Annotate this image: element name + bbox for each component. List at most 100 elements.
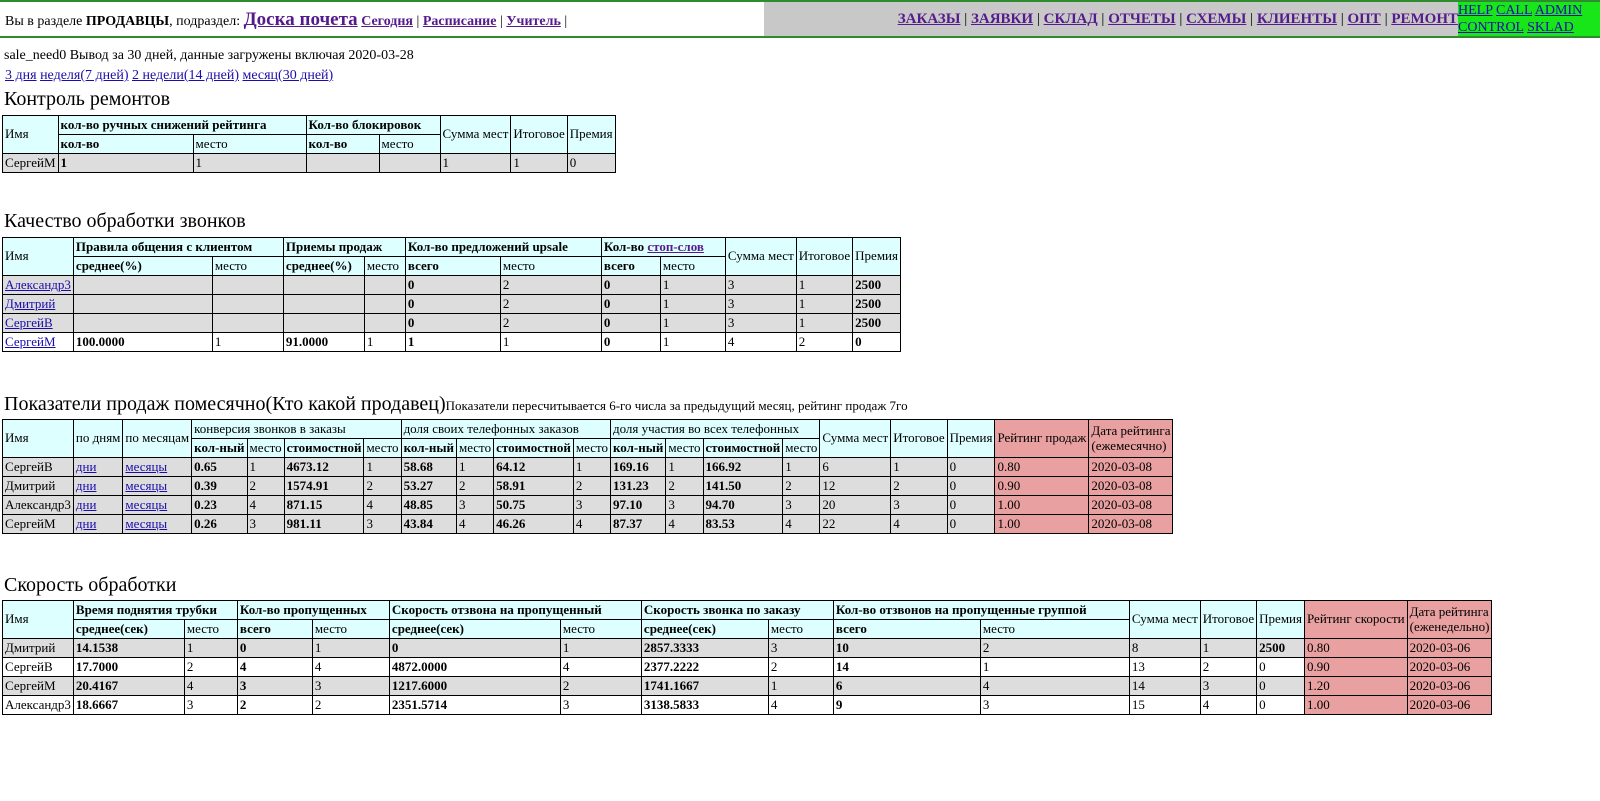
months-link[interactable]: месяцы [125, 496, 168, 512]
col-name: Имя [2, 237, 74, 276]
cell: 2 [183, 657, 238, 677]
cell: 2 [1199, 657, 1258, 677]
col-upsale: Кол-во предложений upsale [404, 237, 602, 257]
nav-repair[interactable]: РЕМОНТ [1391, 11, 1458, 27]
cell: 2 [979, 638, 1130, 658]
speed-table: Имя Время поднятия трубки Кол-во пропуще… [2, 600, 1493, 715]
cell: 2 [499, 313, 602, 333]
cell: 3 [455, 495, 495, 515]
cell-name: СергейВ [2, 313, 74, 333]
col-bonus: Премия [852, 237, 901, 276]
nav-orders[interactable]: ЗАКАЗЫ [897, 11, 961, 27]
col-sum-places: Сумма мест [439, 115, 512, 154]
sales-title-text: Показатели продаж помесячно(Кто какой пр… [4, 393, 446, 415]
cell: 0.26 [191, 514, 248, 534]
cell: 1 [439, 153, 512, 173]
period-week[interactable]: неделя(7 дней) [40, 68, 129, 83]
period-month[interactable]: месяц(30 дней) [242, 68, 334, 83]
cell: 2377.2222 [640, 657, 769, 677]
cell-months: месяцы [122, 457, 193, 477]
col-order-call-speed: Скорость звонка по заказу [640, 600, 834, 620]
cell: 43.84 [400, 514, 457, 534]
col-conversion: конверсия звонков в заказы [191, 419, 402, 439]
cell-name: Дмитрий [2, 638, 74, 658]
col-count: кол-во [57, 134, 194, 154]
cell: 64.12 [493, 457, 574, 477]
months-link[interactable]: месяцы [125, 458, 168, 474]
cell: 3 [782, 495, 821, 515]
months-link[interactable]: месяцы [125, 515, 168, 531]
cell: 3 [767, 638, 834, 658]
cell: 3 [890, 495, 948, 515]
nav-warehouse[interactable]: СКЛАД [1043, 11, 1098, 27]
col-qty: кол-ный [400, 438, 457, 458]
table-row: СергейВ 0 2 0 1 3 1 2500 [2, 313, 901, 333]
cell: 3 [665, 495, 704, 515]
cell [211, 275, 284, 295]
nav-clients[interactable]: КЛИЕНТЫ [1256, 11, 1337, 27]
period-3-days[interactable]: 3 дня [5, 68, 37, 83]
cell: 0 [404, 275, 501, 295]
cell [282, 294, 365, 314]
col-participation: доля участия во всех телефонных [609, 419, 821, 439]
col-missed: Кол-во пропущенных [236, 600, 390, 620]
col-methods: Приемы продаж [282, 237, 406, 257]
col-place: место [363, 256, 406, 276]
cell: 1 [404, 332, 501, 352]
sub-link-teacher[interactable]: Учитель [506, 14, 561, 29]
col-place: место [378, 134, 441, 154]
seller-name-link[interactable]: СергейМ [5, 333, 56, 349]
nav-schemes[interactable]: СХЕМЫ [1186, 11, 1247, 27]
col-cost: стоимостной [283, 438, 365, 458]
days-link[interactable]: дни [75, 496, 97, 512]
sub-link-today[interactable]: Сегодня [361, 14, 414, 29]
nav-call[interactable]: CALL [1495, 3, 1533, 18]
col-place: место [979, 619, 1130, 639]
days-link[interactable]: дни [75, 515, 97, 531]
seller-name-link[interactable]: СергейВ [5, 314, 53, 330]
cell: 4 [183, 676, 238, 696]
cell: 4 [246, 495, 285, 515]
col-bonus: Премия [946, 419, 996, 458]
cell: 2 [311, 695, 390, 715]
nav-help[interactable]: HELP [1458, 3, 1493, 18]
nav-reports[interactable]: ОТЧЕТЫ [1108, 11, 1176, 27]
col-all: всего [832, 619, 981, 639]
cell: 1.00 [1303, 695, 1408, 715]
nav-sklad[interactable]: SKLAD [1527, 20, 1574, 35]
cell: 1 [782, 457, 821, 477]
table-row: Александр3 дни месяцы 0.23 4 871.15 4 48.85 3 50.… [2, 495, 1174, 515]
cell: 22 [819, 514, 892, 534]
cell: 2 [890, 476, 948, 496]
col-group-callbacks: Кол-во отзвонов на пропущенные группой [832, 600, 1130, 620]
nav-control[interactable]: CONTROL [1458, 20, 1524, 35]
col-stop-words: Кол-во стоп-слов [600, 237, 726, 257]
days-link[interactable]: дни [75, 477, 97, 493]
days-link[interactable]: дни [75, 458, 97, 474]
nav-admin[interactable]: ADMIN [1534, 3, 1583, 18]
col-count: кол-во [305, 134, 380, 154]
cell: 1 [659, 313, 726, 333]
nav-requests[interactable]: ЗАЯВКИ [970, 11, 1034, 27]
cell: 4 [572, 514, 611, 534]
seller-name-link[interactable]: Дмитрий [5, 295, 56, 311]
seller-name-link[interactable]: Александр3 [5, 276, 71, 292]
cell: 4 [363, 495, 402, 515]
cell [378, 153, 441, 173]
col-cost: стоимостной [702, 438, 784, 458]
period-2-weeks[interactable]: 2 недели(14 дней) [132, 68, 239, 83]
months-link[interactable]: месяцы [125, 477, 168, 493]
sub-link-schedule[interactable]: Расписание [422, 14, 497, 29]
nav-wholesale[interactable]: ОПТ [1347, 11, 1381, 27]
current-subsection-link[interactable]: Доска почета [243, 9, 358, 30]
cell: 20 [819, 495, 892, 515]
col-place: место [311, 619, 390, 639]
sales-note: Показатели пересчитывается 6-го числа за… [445, 398, 908, 413]
cell: 6 [819, 457, 892, 477]
cell: 3 [724, 275, 797, 295]
cell: 1741.1667 [640, 676, 769, 696]
stop-words-link[interactable]: стоп-слов [647, 238, 704, 254]
col-place: место [767, 619, 834, 639]
breadcrumb: Вы в разделе ПРОДАВЦЫ, подраздел: Доска … [0, 2, 764, 36]
extra-nav: HELP CALL ADMIN CONTROL SKLAD [1458, 2, 1600, 36]
